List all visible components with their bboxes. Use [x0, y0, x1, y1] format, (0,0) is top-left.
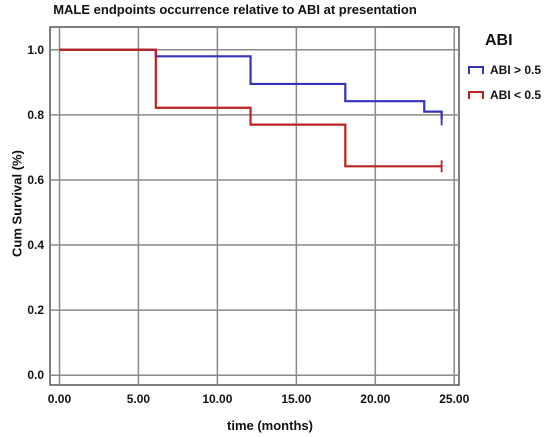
km-curve-abi-low [59, 48, 442, 168]
y-tick-label: 0.6 [27, 173, 44, 187]
legend-swatch-blue [468, 66, 484, 74]
plot-frame [49, 26, 460, 386]
y-tick-label: 0.2 [27, 303, 44, 317]
chart-title: MALE endpoints occurrence relative to AB… [53, 2, 417, 17]
x-axis-label: time (months) [227, 418, 313, 433]
legend-item-abi-high: ABI > 0.5 [468, 62, 541, 78]
x-tick-label: 25.00 [439, 392, 469, 406]
x-tick-label: 5.00 [127, 392, 151, 406]
x-tick-label: 15.00 [281, 392, 311, 406]
x-tick-label: 20.00 [360, 392, 390, 406]
y-tick-label: 0.8 [27, 108, 44, 122]
legend-swatch-red [468, 91, 484, 99]
legend-item-abi-low: ABI < 0.5 [468, 87, 541, 103]
legend-title: ABI [485, 32, 513, 49]
x-tick-label: 10.00 [202, 392, 232, 406]
y-tick-label: 1.0 [27, 43, 44, 57]
legend-label-abi-low: ABI < 0.5 [490, 88, 542, 102]
x-tick-label: 0.00 [48, 392, 72, 406]
y-tick-label: 0.4 [27, 238, 44, 252]
legend-label-abi-high: ABI > 0.5 [490, 63, 542, 77]
y-tick-label: 0.0 [27, 368, 44, 382]
